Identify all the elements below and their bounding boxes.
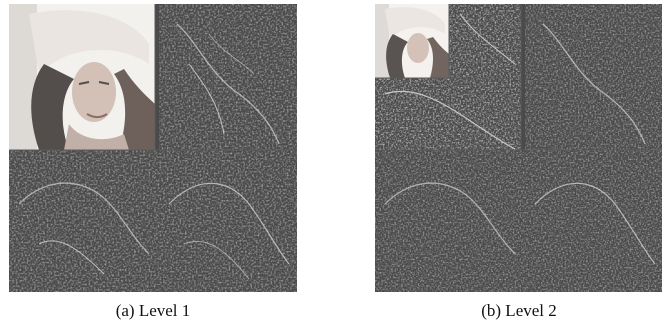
figure-a-caption: (a) Level 1 [115,301,191,320]
detail-edges-hl [159,4,297,150]
level1-detail-edges [375,4,662,292]
wavelet-level-1-svg [9,4,297,292]
figure-b-caption: (b) Level 2 [481,301,557,320]
wavelet-level-1-image [9,4,297,292]
wavelet-level-2-svg [375,4,662,292]
detail-edges-lh [9,150,159,292]
wavelet-level-2-image [375,4,662,292]
level2-detail-edges [375,4,521,150]
approximation-subband [9,4,155,150]
detail-edges-hh [159,150,297,292]
approximation-subband-level2 [375,4,449,78]
